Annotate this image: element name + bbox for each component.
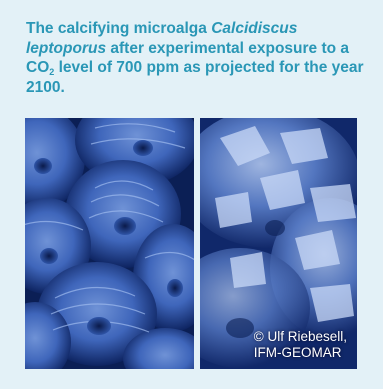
micrograph-right: © Ulf Riebesell, IFM-GEOMAR [200, 118, 357, 369]
credit-line-1: © Ulf Riebesell, [253, 329, 347, 344]
caption-part-3: level of 700 ppm as projected for the ye… [26, 59, 364, 96]
photo-credit: © Ulf Riebesell, IFM-GEOMAR [254, 329, 347, 361]
caption-part-2: after experimental exposure to a CO [26, 39, 350, 77]
micrograph-left [25, 118, 194, 369]
caption-species-name: Calcidiscus leptoporus [26, 20, 298, 57]
caption-part-1: The calcifying microalga [26, 20, 212, 37]
figure-caption: The calcifying microalga Calcidiscus lep… [26, 19, 371, 97]
caption-subscript: 2 [49, 67, 55, 77]
credit-line-2: IFM-GEOMAR [253, 345, 342, 360]
